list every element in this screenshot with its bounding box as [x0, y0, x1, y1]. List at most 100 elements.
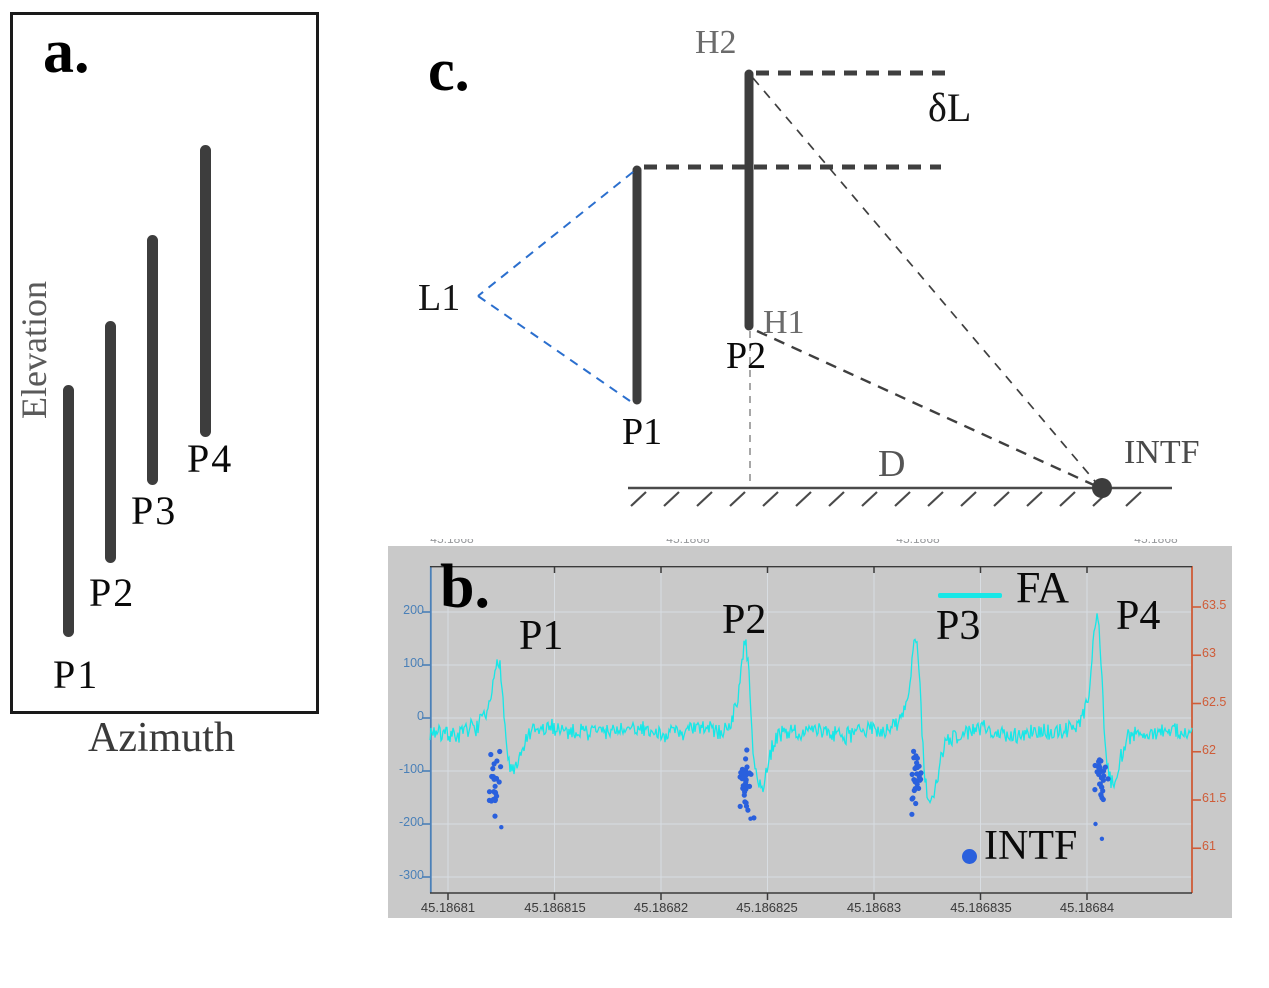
fa-legend-line [938, 593, 1002, 598]
intf-scatter-dot [911, 777, 917, 783]
intf-scatter-dot [741, 770, 747, 776]
intf-scatter-dot [745, 807, 751, 813]
ground-hatch-tick [960, 491, 977, 507]
x-tick-label: 45.186825 [736, 900, 798, 915]
azimuth-axis-label: Azimuth [88, 715, 235, 761]
intf-scatter-dot [498, 764, 504, 770]
fa-intf-plot [422, 565, 1201, 900]
x-tick-label: 45.18683 [846, 900, 902, 915]
left-tick-label: 100 [403, 656, 424, 670]
intf-scatter-dot [911, 748, 917, 754]
intf-scatter-dot [1100, 796, 1106, 803]
panel-c-label: c. [428, 37, 470, 103]
sightline-h2-to-intf [752, 77, 1100, 487]
intf-scatter-dot [918, 770, 924, 776]
fa-legend-label: FA [1016, 563, 1069, 612]
intf-scatter-dot [1096, 771, 1102, 777]
intf-scatter-dot [1093, 821, 1098, 827]
intf-scatter-dot [739, 776, 745, 782]
left-tick-label: 0 [417, 709, 424, 723]
intf-scatter-dot [743, 800, 749, 806]
h1-label: H1 [763, 304, 805, 341]
ground-hatch-tick [762, 491, 779, 507]
right-tick-label: 63 [1202, 646, 1216, 660]
x-tick-label: 45.18684 [1059, 900, 1115, 915]
l1-upper-dashed-line [477, 171, 634, 297]
intf-scatter-dot [493, 790, 499, 796]
intf-scatter-dot [914, 764, 920, 771]
clipped-top-tick-2: 45.1868 [666, 539, 710, 546]
intf-scatter-dot [491, 775, 497, 781]
intf-scatter-dot [743, 756, 749, 762]
ground-hatch-tick [729, 491, 746, 507]
ground-hatch-tick [1026, 491, 1043, 507]
intf-scatter-dot [917, 777, 923, 783]
intf-scatter-dot [1100, 777, 1106, 783]
p2-pole-label: P2 [726, 335, 767, 377]
intf-scatter-dot [1096, 757, 1103, 763]
intf-scatter-dot [743, 779, 749, 785]
panel-b: 45.1868 45.1868 45.1868 45.1868 b. P1 P2… [388, 539, 1232, 918]
bar-label-p4: P4 [187, 436, 234, 481]
p1-pole-label: P1 [622, 411, 663, 453]
intf-scatter-dot [746, 770, 753, 776]
right-tick-label: 61 [1202, 839, 1216, 853]
x-tick-label: 45.18682 [633, 900, 689, 915]
intf-scatter-dot [492, 783, 498, 789]
intf-legend-label: INTF [984, 823, 1078, 869]
intf-scatter-dot [916, 785, 922, 791]
ground-hatch-tick [795, 491, 812, 507]
intf-scatter-dot [914, 760, 920, 766]
l1-lower-dashed-line [477, 295, 631, 402]
bar-label-p1: P1 [53, 652, 100, 697]
panel-a-label: a. [43, 18, 90, 86]
x-tick-label: 45.186815 [524, 900, 586, 915]
l1-label: L1 [418, 277, 461, 319]
intf-scatter-dot [913, 754, 919, 760]
clipped-top-tick-3: 45.1868 [896, 539, 940, 546]
pulse-label-p2: P2 [722, 597, 767, 643]
pulse-bar-p1 [63, 385, 74, 637]
ground-hatch-tick [663, 491, 680, 507]
intf-scatter-dot [1092, 787, 1098, 793]
ground-hatch-tick [894, 491, 911, 507]
intf-scatter-dot [1092, 762, 1098, 769]
x-tick-label: 45.18681 [420, 900, 476, 915]
intf-scatter-dot [490, 766, 496, 772]
ground-hatch-tick [1125, 491, 1142, 507]
ground-hatch-tick [696, 491, 713, 507]
intf-scatter-dot [909, 811, 915, 817]
intf-scatter-dot [488, 751, 494, 758]
intf-scatter-dot [913, 800, 919, 807]
left-tick-label: -100 [398, 762, 424, 776]
intf-scatter-dot [1097, 781, 1103, 787]
intf-scatter-dot [909, 796, 915, 802]
intf-scatter-dot [748, 816, 753, 821]
pulse-label-p4: P4 [1116, 593, 1161, 639]
intf-scatter-dot [497, 748, 503, 755]
intf-scatter-dot [737, 803, 743, 809]
intf-scatter-dot [494, 758, 500, 764]
right-tick-label: 62 [1202, 743, 1216, 757]
panel-c-diagram [477, 69, 1172, 507]
intf-scatter-dot [914, 771, 920, 777]
intf-point-dot [1092, 478, 1112, 498]
pulse-bar-p3 [147, 235, 158, 485]
fa-line-series [429, 613, 1193, 805]
ground-hatch-tick [828, 491, 845, 507]
right-tick-label: 61.5 [1202, 791, 1227, 805]
left-tick-label: -200 [398, 815, 424, 829]
intf-scatter-dot [1105, 776, 1111, 782]
ground-hatch-tick [927, 491, 944, 507]
left-tick-label: 200 [403, 603, 424, 617]
intf-scatter-dot [1099, 836, 1105, 841]
intf-scatter-dot [1097, 765, 1103, 771]
intf-label: INTF [1124, 434, 1200, 471]
intf-scatter-dot [1101, 768, 1107, 774]
ground-hatch-tick [861, 491, 878, 507]
right-tick-label: 62.5 [1202, 695, 1227, 709]
x-tick-label: 45.186835 [950, 900, 1012, 915]
delta-l-label: δL [928, 85, 972, 130]
clipped-top-tick-1: 45.1868 [430, 539, 474, 546]
